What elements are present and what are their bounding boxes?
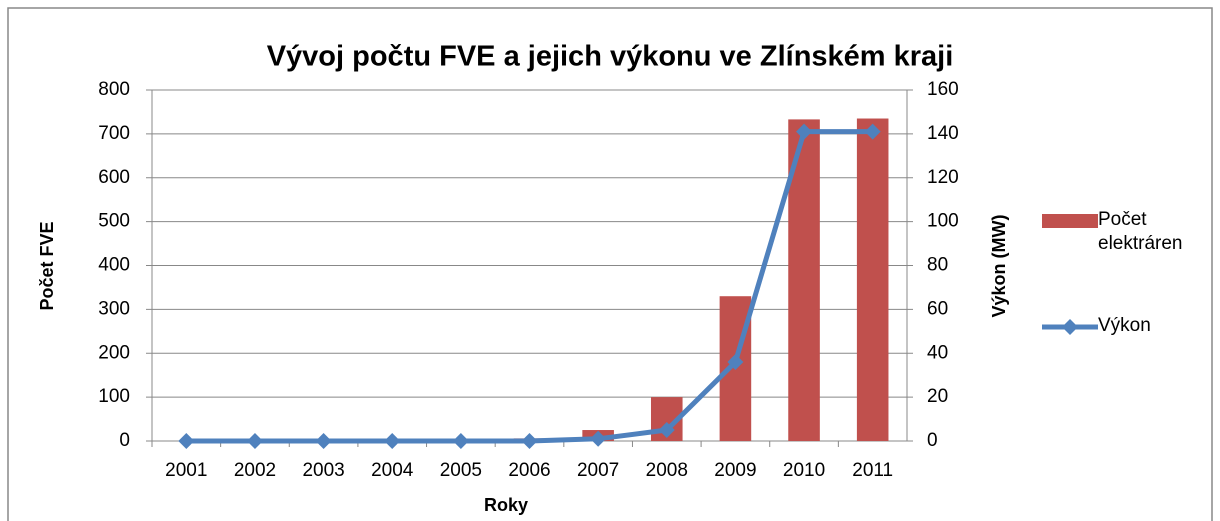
marker bbox=[590, 430, 607, 447]
x-tick-label: 2006 bbox=[508, 460, 550, 481]
legend-label: Počet elektráren bbox=[1098, 209, 1183, 254]
x-tick-label: 2004 bbox=[371, 460, 414, 481]
marker bbox=[864, 123, 881, 140]
marker bbox=[384, 433, 401, 449]
y-tick-label: 700 bbox=[98, 123, 130, 144]
y2-tick-label: 0 bbox=[927, 430, 938, 451]
marker bbox=[796, 123, 813, 140]
y-tick-label: 600 bbox=[98, 167, 130, 188]
chart-frame bbox=[7, 7, 1213, 521]
marker bbox=[521, 433, 538, 449]
y2-tick-label: 20 bbox=[927, 386, 948, 407]
x-tick-label: 2003 bbox=[302, 460, 344, 481]
y2-axis-title: Výkon (MW) bbox=[989, 215, 1009, 318]
x-tick-label: 2007 bbox=[577, 460, 619, 481]
y-axis-title: Počet FVE bbox=[37, 221, 57, 310]
marker bbox=[658, 422, 675, 439]
y-tick-label: 0 bbox=[119, 430, 130, 451]
y2-tick-label: 40 bbox=[927, 342, 948, 363]
y-tick-label: 500 bbox=[98, 211, 130, 232]
marker bbox=[452, 433, 469, 449]
legend-key bbox=[1042, 317, 1098, 337]
y2-tick-label: 120 bbox=[927, 167, 959, 188]
marker bbox=[315, 433, 332, 449]
x-tick-label: 2008 bbox=[646, 460, 688, 481]
y-tick-label: 400 bbox=[98, 255, 130, 276]
legend-key bbox=[1042, 214, 1098, 228]
y2-tick-label: 60 bbox=[927, 298, 948, 319]
y-tick-label: 800 bbox=[98, 79, 130, 100]
y-tick-label: 300 bbox=[98, 298, 130, 319]
x-tick-label: 2011 bbox=[852, 460, 893, 481]
bar bbox=[856, 118, 889, 442]
marker bbox=[246, 433, 263, 449]
y2-tick-label: 100 bbox=[927, 211, 959, 232]
legend-label: Výkon bbox=[1098, 315, 1151, 336]
x-tick-label: 2002 bbox=[234, 460, 276, 481]
y2-tick-label: 160 bbox=[927, 79, 959, 100]
marker bbox=[727, 354, 744, 371]
x-tick-label: 2009 bbox=[714, 460, 756, 481]
x-tick-label: 2010 bbox=[783, 460, 825, 481]
y2-tick-label: 80 bbox=[927, 255, 948, 276]
y-tick-label: 100 bbox=[98, 386, 130, 407]
y2-tick-label: 140 bbox=[927, 123, 959, 144]
marker bbox=[178, 433, 195, 449]
x-tick-label: 2001 bbox=[165, 460, 207, 481]
x-tick-label: 2005 bbox=[440, 460, 482, 481]
y-tick-label: 200 bbox=[98, 342, 130, 363]
x-axis-title: Roky bbox=[484, 495, 528, 515]
chart-title: Vývoj počtu FVE a jejich výkonu ve Zlíns… bbox=[267, 41, 954, 73]
